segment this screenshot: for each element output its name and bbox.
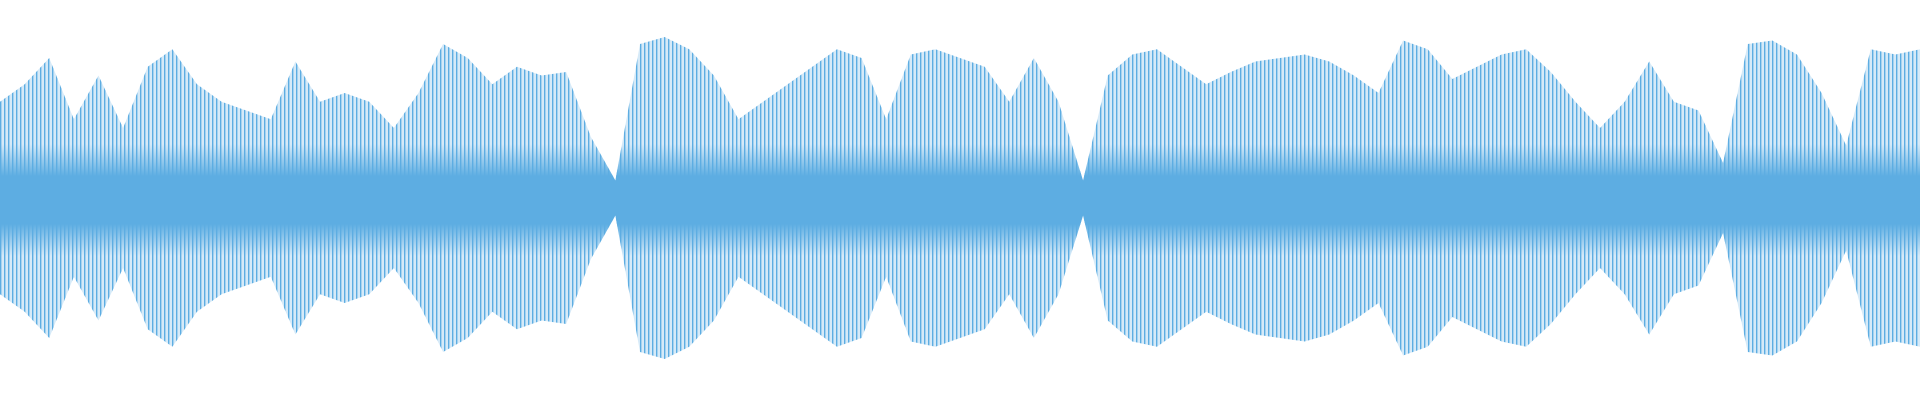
page: (() => { const data = JSON.parse(documen… — [0, 37, 1920, 359]
waveform-view — [0, 37, 1920, 359]
